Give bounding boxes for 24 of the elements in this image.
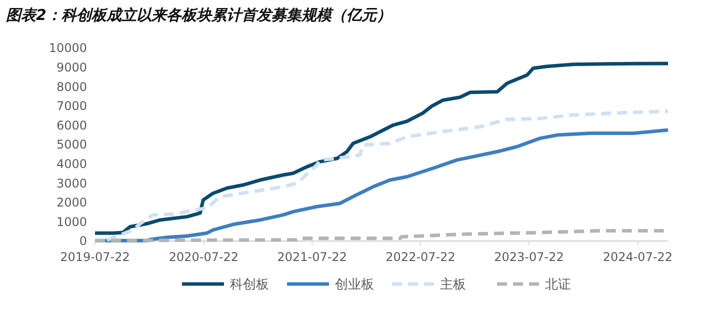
y-tick-label: 8000	[56, 80, 87, 94]
y-tick-label: 2000	[56, 196, 87, 210]
y-tick-label: 0	[79, 234, 87, 248]
x-tick-label: 2021-07-22	[277, 250, 348, 264]
line-series	[105, 109, 670, 242]
legend-label: 创业板	[335, 278, 374, 293]
y-tick-label: 6000	[56, 118, 87, 132]
y-tick-label: 3000	[56, 176, 87, 190]
legend-label: 科创板	[230, 278, 269, 293]
x-tick-label: 2024-07-22	[602, 250, 673, 264]
x-tick-label: 2019-07-22	[60, 250, 130, 264]
y-tick-label: 4000	[56, 157, 87, 171]
legend-label: 北证	[545, 278, 571, 293]
y-tick-label: 10000	[48, 41, 87, 56]
chart-title: 图表2：科创板成立以来各板块累计首发募集规模（亿元）	[6, 6, 392, 24]
legend-label: 主板	[440, 276, 466, 293]
y-tick-label: 9000	[56, 60, 87, 74]
x-tick-label: 2020-07-22	[168, 250, 239, 264]
x-tick-label: 2023-07-22	[494, 250, 564, 264]
y-tick-label: 7000	[56, 99, 87, 114]
x-tick-label: 2022-07-22	[386, 250, 456, 264]
y-tick-label: 1000	[56, 214, 87, 229]
y-tick-label: 5000	[56, 138, 87, 152]
line-series	[93, 62, 670, 235]
